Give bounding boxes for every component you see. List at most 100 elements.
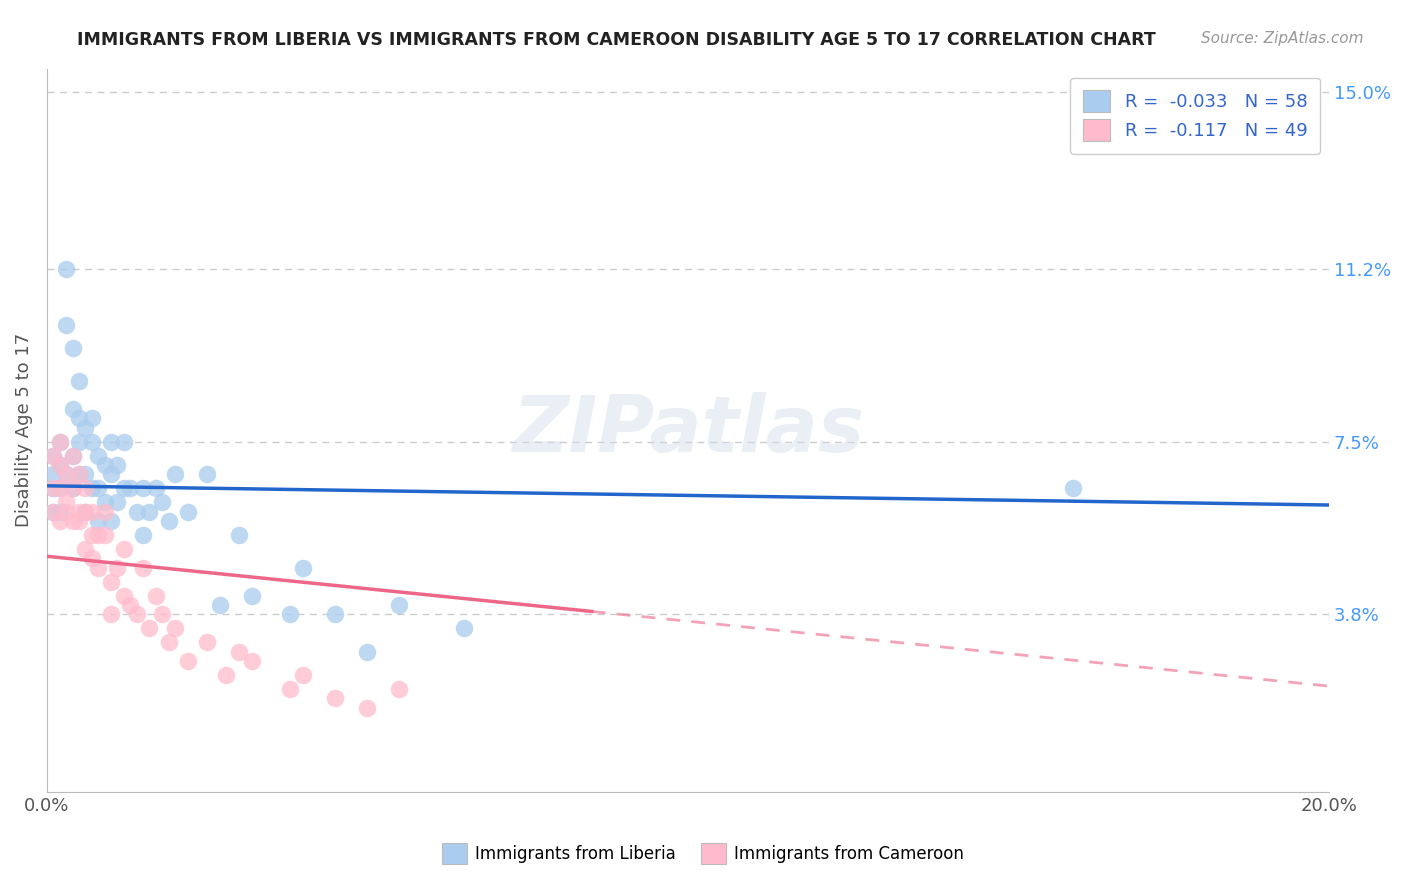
Point xyxy=(195,467,218,482)
Point xyxy=(62,342,84,356)
Point xyxy=(107,495,129,509)
Point xyxy=(55,495,77,509)
Point xyxy=(325,607,347,622)
Point xyxy=(80,528,103,542)
Point xyxy=(1062,482,1084,496)
Point xyxy=(228,645,250,659)
Point xyxy=(48,458,70,472)
Point xyxy=(55,467,77,482)
Point xyxy=(125,607,148,622)
Point xyxy=(325,691,347,706)
Legend: R =  -0.033   N = 58, R =  -0.117   N = 49: R = -0.033 N = 58, R = -0.117 N = 49 xyxy=(1070,78,1320,154)
Point xyxy=(100,434,122,449)
Point xyxy=(240,654,263,668)
Point xyxy=(55,505,77,519)
Point xyxy=(107,560,129,574)
Point xyxy=(42,467,65,482)
Point xyxy=(280,681,302,696)
Point xyxy=(42,505,65,519)
Point xyxy=(48,505,70,519)
Point xyxy=(100,574,122,589)
Point xyxy=(177,654,200,668)
Y-axis label: Disability Age 5 to 17: Disability Age 5 to 17 xyxy=(15,333,32,527)
Point xyxy=(215,668,238,682)
Point xyxy=(80,411,103,425)
Point xyxy=(132,482,155,496)
Point xyxy=(48,458,70,472)
Point xyxy=(48,434,70,449)
Point xyxy=(240,589,263,603)
Point xyxy=(48,514,70,528)
Point xyxy=(48,434,70,449)
Point xyxy=(292,560,315,574)
Point xyxy=(42,505,65,519)
Point xyxy=(42,482,65,496)
Point xyxy=(93,505,115,519)
Point xyxy=(75,482,97,496)
Point xyxy=(120,482,142,496)
Point xyxy=(112,482,135,496)
Point xyxy=(150,607,173,622)
Point xyxy=(75,542,97,557)
Point xyxy=(67,467,90,482)
Point xyxy=(80,505,103,519)
Point xyxy=(75,467,97,482)
Point xyxy=(62,482,84,496)
Point xyxy=(132,528,155,542)
Point xyxy=(228,528,250,542)
Point xyxy=(138,505,160,519)
Point xyxy=(388,681,411,696)
Point xyxy=(75,505,97,519)
Point xyxy=(125,505,148,519)
Point xyxy=(93,495,115,509)
Point xyxy=(62,402,84,417)
Point xyxy=(42,449,65,463)
Point xyxy=(165,621,187,635)
Text: IMMIGRANTS FROM LIBERIA VS IMMIGRANTS FROM CAMEROON DISABILITY AGE 5 TO 17 CORRE: IMMIGRANTS FROM LIBERIA VS IMMIGRANTS FR… xyxy=(77,31,1156,49)
Point xyxy=(42,449,65,463)
Point xyxy=(280,607,302,622)
Point xyxy=(138,621,160,635)
Point xyxy=(80,551,103,566)
Point xyxy=(62,449,84,463)
Point xyxy=(93,458,115,472)
Point xyxy=(145,589,167,603)
Point xyxy=(67,514,90,528)
Point xyxy=(112,542,135,557)
Point xyxy=(87,560,110,574)
Point xyxy=(48,482,70,496)
Point xyxy=(157,635,180,649)
Point xyxy=(100,607,122,622)
Point xyxy=(132,560,155,574)
Point xyxy=(107,458,129,472)
Point xyxy=(388,598,411,612)
Point xyxy=(87,482,110,496)
Point xyxy=(48,482,70,496)
Point xyxy=(55,467,77,482)
Point xyxy=(55,262,77,277)
Point xyxy=(67,505,90,519)
Point xyxy=(150,495,173,509)
Point xyxy=(87,528,110,542)
Point xyxy=(292,668,315,682)
Text: Source: ZipAtlas.com: Source: ZipAtlas.com xyxy=(1201,31,1364,46)
Point xyxy=(453,621,475,635)
Point xyxy=(100,467,122,482)
Point xyxy=(62,449,84,463)
Legend: Immigrants from Liberia, Immigrants from Cameroon: Immigrants from Liberia, Immigrants from… xyxy=(436,837,970,871)
Point xyxy=(80,434,103,449)
Point xyxy=(75,421,97,435)
Point xyxy=(67,467,90,482)
Point xyxy=(145,482,167,496)
Point xyxy=(87,449,110,463)
Point xyxy=(356,700,378,714)
Point xyxy=(55,318,77,332)
Point xyxy=(112,589,135,603)
Point xyxy=(67,434,90,449)
Point xyxy=(75,505,97,519)
Point xyxy=(165,467,187,482)
Point xyxy=(208,598,231,612)
Point xyxy=(157,514,180,528)
Point xyxy=(100,514,122,528)
Point xyxy=(112,434,135,449)
